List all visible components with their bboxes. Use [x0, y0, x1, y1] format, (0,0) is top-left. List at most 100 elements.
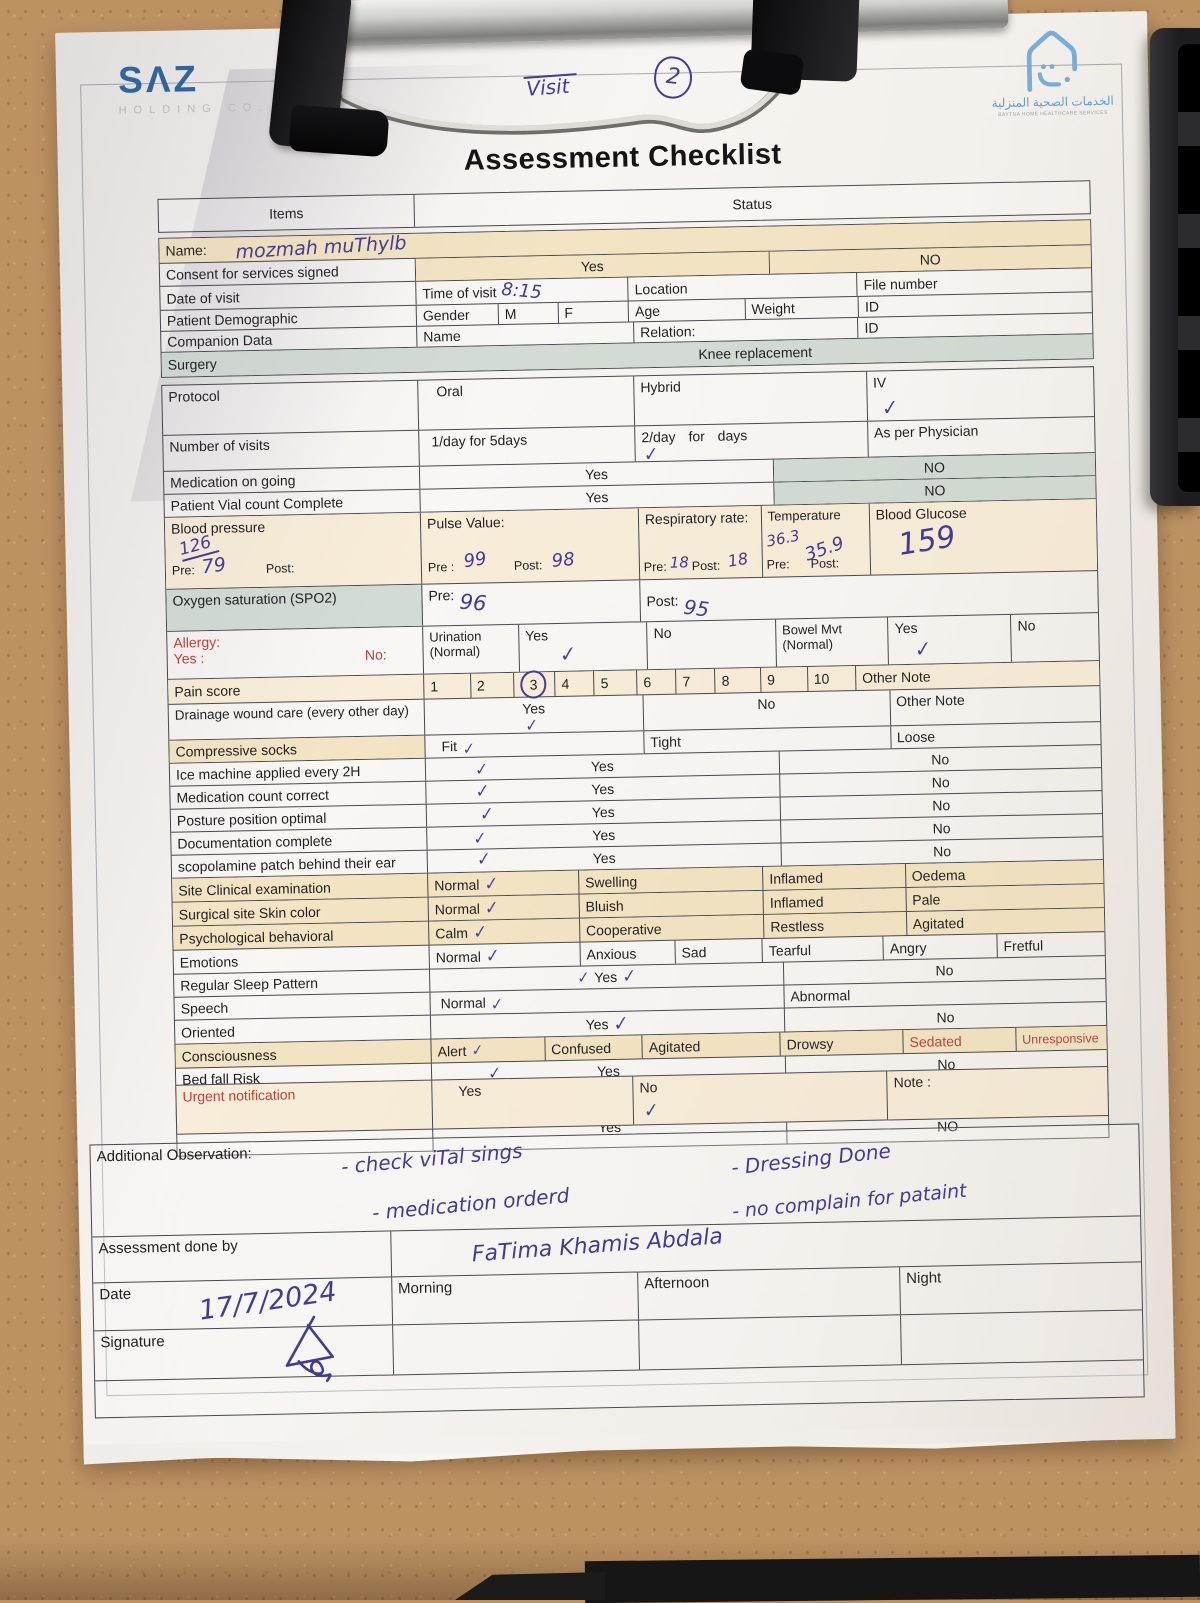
- handwritten-visit-note: Visit 2: [523, 54, 695, 101]
- saz-logo: SΛZ HOLDING CO.: [118, 58, 269, 117]
- observation-note-2: - medication orderd: [371, 1183, 571, 1225]
- temp-pre-label: Pre:: [766, 557, 790, 572]
- checkmark-icon: ✓: [524, 714, 540, 736]
- temp-pre-value: 36.3: [764, 526, 801, 551]
- oriented-no: No: [936, 1008, 955, 1025]
- visit-word: Visit: [523, 73, 579, 101]
- checkmark-icon: ✓: [474, 758, 490, 780]
- checkmark-icon: ✓: [490, 993, 504, 1015]
- site-normal: Normal: [434, 876, 480, 894]
- checkmark-icon: ✓: [472, 920, 488, 944]
- age-label: Age: [634, 302, 661, 320]
- file-number-label: File number: [863, 274, 938, 293]
- documentation-label: Documentation complete: [177, 832, 333, 852]
- consent-yes: Yes: [580, 257, 604, 275]
- spo2-post-label: Post:: [646, 592, 679, 610]
- checkmark-icon: ✓: [479, 802, 495, 826]
- consciousness-sedated: Sedated: [909, 1032, 962, 1050]
- consciousness-unresponsive: Unresponsive: [1022, 1030, 1099, 1047]
- vial-count-yes: Yes: [585, 488, 609, 506]
- checkmark-icon: ✓: [484, 896, 500, 920]
- skin-pale: Pale: [912, 890, 941, 908]
- bp-post-label: Post:: [265, 561, 295, 576]
- speech-label: Speech: [180, 999, 229, 1017]
- psychological-label: Psychological behavioral: [179, 927, 334, 947]
- pulse-pre-label: Pre :: [427, 560, 455, 575]
- checkmark-icon: ✓: [475, 780, 491, 803]
- speech-abnormal: Abnormal: [790, 987, 851, 1005]
- consent-no: NO: [919, 251, 941, 268]
- urgent-yes: Yes: [458, 1082, 482, 1100]
- binder-clip-left-foot: [288, 104, 390, 158]
- sleep-yes: Yes: [594, 968, 618, 986]
- consciousness-label: Consciousness: [181, 1046, 277, 1065]
- black-object-slots: [1178, 44, 1200, 492]
- paper-form: SΛZ HOLDING CO. Visit 2 الخدمات الصحية ا…: [55, 11, 1175, 1461]
- companion-name-label: Name: [423, 327, 461, 345]
- posture-no: No: [932, 797, 951, 814]
- bowel-yes: Yes: [894, 619, 918, 637]
- table-checklist: Protocol Oral Hybrid IV ✓ Number of visi…: [161, 366, 1110, 1157]
- sleep-no: No: [935, 962, 954, 979]
- medication-count-no: No: [931, 774, 950, 791]
- resp-post-value: 18: [726, 548, 750, 571]
- assessment-done-by-value: FaTima Khamis Abdala: [470, 1224, 724, 1268]
- site-swelling: Swelling: [584, 872, 638, 890]
- scopolamine-label: scopolamine patch behind their ear: [177, 854, 396, 875]
- emotions-anxious: Anxious: [586, 944, 637, 962]
- urination-label: Urination (Normal): [429, 628, 482, 660]
- spo2-pre-value: 96: [458, 589, 488, 616]
- scopolamine-no: No: [932, 843, 952, 860]
- emotions-normal: Normal: [435, 948, 482, 966]
- posture-yes: Yes: [591, 803, 615, 821]
- allergy-no: No:: [364, 646, 387, 663]
- number-of-visits-label: Number of visits: [169, 436, 270, 455]
- signature-label: Signature: [100, 1333, 165, 1352]
- pulse-pre-value: 99: [462, 547, 489, 573]
- pain-9: 9: [767, 671, 776, 688]
- binder-clip-right-foot: [739, 48, 805, 96]
- skin-normal: Normal: [434, 900, 481, 918]
- companion-data-label: Companion Data: [167, 331, 273, 350]
- observation-note-1: - check viTal sings: [340, 1138, 524, 1179]
- checkmark-icon: ✓: [914, 634, 933, 663]
- documentation-no: No: [932, 820, 951, 837]
- temperature-label: Temperature: [767, 507, 841, 524]
- surgery-value: Knee replacement: [698, 343, 813, 363]
- pulse-label: Pulse Value:: [426, 514, 505, 532]
- pain-10: 10: [813, 670, 830, 687]
- documentation-yes: Yes: [592, 826, 616, 844]
- gender-label: Gender: [422, 306, 470, 324]
- oriented-yes: Yes: [585, 1015, 609, 1033]
- emotions-label: Emotions: [179, 952, 239, 971]
- sleep-label: Regular Sleep Pattern: [180, 974, 319, 994]
- assessment-done-by-label: Assessment done by: [98, 1237, 238, 1258]
- drainage-label: Drainage wound care (every other day): [174, 702, 410, 723]
- pain-3-circled: 3: [520, 670, 547, 699]
- drainage-no: No: [757, 695, 776, 712]
- date-of-visit-label: Date of visit: [166, 288, 240, 307]
- time-of-visit-label: Time of visit: [422, 283, 497, 302]
- medication-count-yes: Yes: [591, 780, 615, 798]
- emotions-sad: Sad: [681, 943, 707, 961]
- bowel-no: No: [1017, 617, 1036, 634]
- glucose-value: 159: [895, 519, 958, 563]
- observation-note-4: - no complain for pataint: [731, 1179, 968, 1223]
- visits-option-1: 1/day for 5days: [431, 431, 528, 450]
- row-signature: Signature: [94, 1310, 1143, 1383]
- signature-scribble: [285, 1315, 335, 1383]
- site-exam-label: Site Clinical examination: [178, 879, 331, 899]
- oriented-label: Oriented: [181, 1023, 236, 1041]
- medication-ongoing-yes: Yes: [584, 465, 609, 483]
- consciousness-alert: Alert: [437, 1042, 467, 1059]
- consent-label: Consent for services signed: [165, 263, 339, 283]
- allergy-yes: Yes :: [173, 650, 205, 667]
- socks-tight: Tight: [650, 733, 682, 751]
- pain-1: 1: [430, 678, 439, 695]
- patient-demographic-label: Patient Demographic: [166, 310, 298, 329]
- resp-pre-label: Pre:: [643, 559, 667, 575]
- gender-m: M: [504, 305, 517, 322]
- urination-yes: Yes: [525, 627, 549, 644]
- medication-count-label: Medication count correct: [176, 786, 330, 806]
- urination-no: No: [653, 624, 672, 642]
